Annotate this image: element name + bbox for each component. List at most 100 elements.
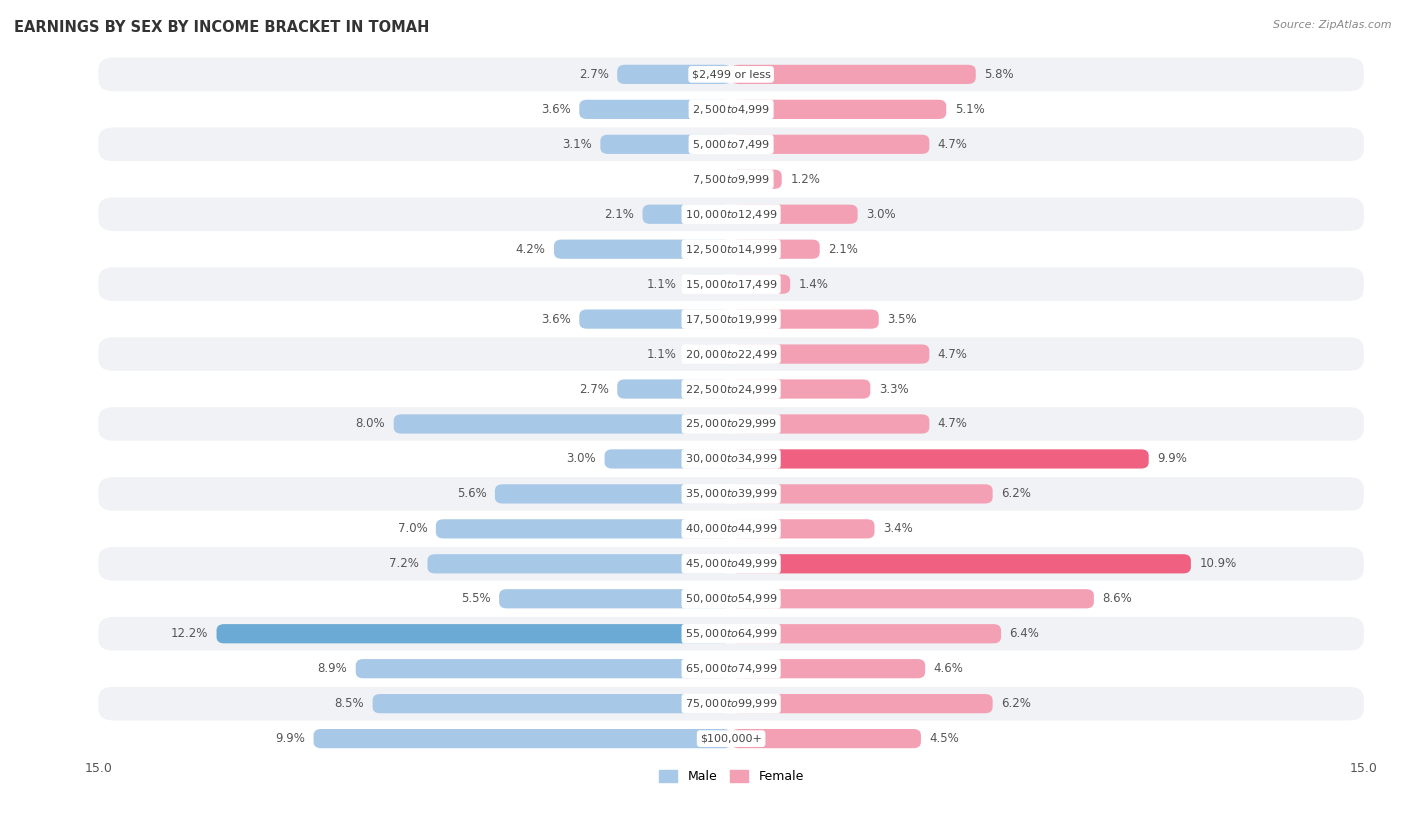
Text: 4.7%: 4.7% xyxy=(938,348,967,360)
FancyBboxPatch shape xyxy=(98,267,1364,301)
Text: 8.5%: 8.5% xyxy=(335,698,364,710)
FancyBboxPatch shape xyxy=(731,624,1001,643)
Text: Source: ZipAtlas.com: Source: ZipAtlas.com xyxy=(1274,20,1392,30)
Text: 9.9%: 9.9% xyxy=(276,733,305,745)
FancyBboxPatch shape xyxy=(98,442,1364,476)
FancyBboxPatch shape xyxy=(98,337,1364,371)
Text: 7.0%: 7.0% xyxy=(398,523,427,535)
FancyBboxPatch shape xyxy=(617,380,731,398)
Text: $55,000 to $64,999: $55,000 to $64,999 xyxy=(685,628,778,640)
Text: 4.7%: 4.7% xyxy=(938,138,967,150)
Text: 3.5%: 3.5% xyxy=(887,313,917,325)
Text: 4.6%: 4.6% xyxy=(934,663,963,675)
FancyBboxPatch shape xyxy=(98,582,1364,615)
FancyBboxPatch shape xyxy=(731,240,820,259)
Text: EARNINGS BY SEX BY INCOME BRACKET IN TOMAH: EARNINGS BY SEX BY INCOME BRACKET IN TOM… xyxy=(14,20,429,35)
FancyBboxPatch shape xyxy=(98,687,1364,720)
Text: $12,500 to $14,999: $12,500 to $14,999 xyxy=(685,243,778,255)
FancyBboxPatch shape xyxy=(554,240,731,259)
FancyBboxPatch shape xyxy=(579,100,731,119)
Text: 5.8%: 5.8% xyxy=(984,68,1014,80)
Text: 5.1%: 5.1% xyxy=(955,103,984,115)
Text: 2.7%: 2.7% xyxy=(579,68,609,80)
FancyBboxPatch shape xyxy=(98,722,1364,755)
Text: $22,500 to $24,999: $22,500 to $24,999 xyxy=(685,383,778,395)
Text: 6.2%: 6.2% xyxy=(1001,488,1031,500)
Text: 12.2%: 12.2% xyxy=(170,628,208,640)
Text: $35,000 to $39,999: $35,000 to $39,999 xyxy=(685,488,778,500)
Text: 4.7%: 4.7% xyxy=(938,418,967,430)
FancyBboxPatch shape xyxy=(98,198,1364,231)
Legend: Male, Female: Male, Female xyxy=(654,765,808,789)
FancyBboxPatch shape xyxy=(356,659,731,678)
FancyBboxPatch shape xyxy=(98,93,1364,126)
Text: $17,500 to $19,999: $17,500 to $19,999 xyxy=(685,313,778,325)
Text: 7.2%: 7.2% xyxy=(389,558,419,570)
Text: 6.2%: 6.2% xyxy=(1001,698,1031,710)
Text: 3.6%: 3.6% xyxy=(541,103,571,115)
Text: 3.6%: 3.6% xyxy=(541,313,571,325)
FancyBboxPatch shape xyxy=(579,310,731,328)
FancyBboxPatch shape xyxy=(314,729,731,748)
FancyBboxPatch shape xyxy=(643,205,731,224)
FancyBboxPatch shape xyxy=(731,415,929,433)
Text: 3.0%: 3.0% xyxy=(567,453,596,465)
Text: 2.1%: 2.1% xyxy=(828,243,858,255)
FancyBboxPatch shape xyxy=(731,310,879,328)
Text: $100,000+: $100,000+ xyxy=(700,733,762,744)
FancyBboxPatch shape xyxy=(98,233,1364,266)
Text: 5.5%: 5.5% xyxy=(461,593,491,605)
FancyBboxPatch shape xyxy=(617,65,731,84)
FancyBboxPatch shape xyxy=(685,345,731,363)
FancyBboxPatch shape xyxy=(495,485,731,503)
FancyBboxPatch shape xyxy=(605,450,731,468)
Text: 8.0%: 8.0% xyxy=(356,418,385,430)
Text: $15,000 to $17,499: $15,000 to $17,499 xyxy=(685,278,778,290)
FancyBboxPatch shape xyxy=(600,135,731,154)
Text: 1.1%: 1.1% xyxy=(647,348,676,360)
FancyBboxPatch shape xyxy=(731,485,993,503)
Text: 8.9%: 8.9% xyxy=(318,663,347,675)
FancyBboxPatch shape xyxy=(98,547,1364,580)
Text: $25,000 to $29,999: $25,000 to $29,999 xyxy=(685,418,778,430)
FancyBboxPatch shape xyxy=(394,415,731,433)
Text: 4.2%: 4.2% xyxy=(516,243,546,255)
Text: 0.0%: 0.0% xyxy=(689,173,718,185)
FancyBboxPatch shape xyxy=(499,589,731,608)
FancyBboxPatch shape xyxy=(731,205,858,224)
FancyBboxPatch shape xyxy=(373,694,731,713)
Text: 4.5%: 4.5% xyxy=(929,733,959,745)
Text: 3.0%: 3.0% xyxy=(866,208,896,220)
Text: $45,000 to $49,999: $45,000 to $49,999 xyxy=(685,558,778,570)
FancyBboxPatch shape xyxy=(98,302,1364,336)
FancyBboxPatch shape xyxy=(685,275,731,293)
Text: $2,499 or less: $2,499 or less xyxy=(692,69,770,80)
FancyBboxPatch shape xyxy=(731,135,929,154)
FancyBboxPatch shape xyxy=(98,372,1364,406)
FancyBboxPatch shape xyxy=(731,170,782,189)
Text: 2.7%: 2.7% xyxy=(579,383,609,395)
Text: 10.9%: 10.9% xyxy=(1199,558,1236,570)
Text: 2.1%: 2.1% xyxy=(605,208,634,220)
Text: 8.6%: 8.6% xyxy=(1102,593,1132,605)
FancyBboxPatch shape xyxy=(98,512,1364,546)
FancyBboxPatch shape xyxy=(731,100,946,119)
Text: $7,500 to $9,999: $7,500 to $9,999 xyxy=(692,173,770,185)
FancyBboxPatch shape xyxy=(98,128,1364,161)
FancyBboxPatch shape xyxy=(98,407,1364,441)
Text: 5.6%: 5.6% xyxy=(457,488,486,500)
Text: $5,000 to $7,499: $5,000 to $7,499 xyxy=(692,138,770,150)
Text: 3.1%: 3.1% xyxy=(562,138,592,150)
FancyBboxPatch shape xyxy=(731,65,976,84)
FancyBboxPatch shape xyxy=(731,345,929,363)
FancyBboxPatch shape xyxy=(98,58,1364,91)
FancyBboxPatch shape xyxy=(98,617,1364,650)
Text: $65,000 to $74,999: $65,000 to $74,999 xyxy=(685,663,778,675)
FancyBboxPatch shape xyxy=(731,275,790,293)
Text: $20,000 to $22,499: $20,000 to $22,499 xyxy=(685,348,778,360)
FancyBboxPatch shape xyxy=(98,477,1364,511)
Text: 1.4%: 1.4% xyxy=(799,278,828,290)
FancyBboxPatch shape xyxy=(731,450,1149,468)
FancyBboxPatch shape xyxy=(731,589,1094,608)
FancyBboxPatch shape xyxy=(731,554,1191,573)
